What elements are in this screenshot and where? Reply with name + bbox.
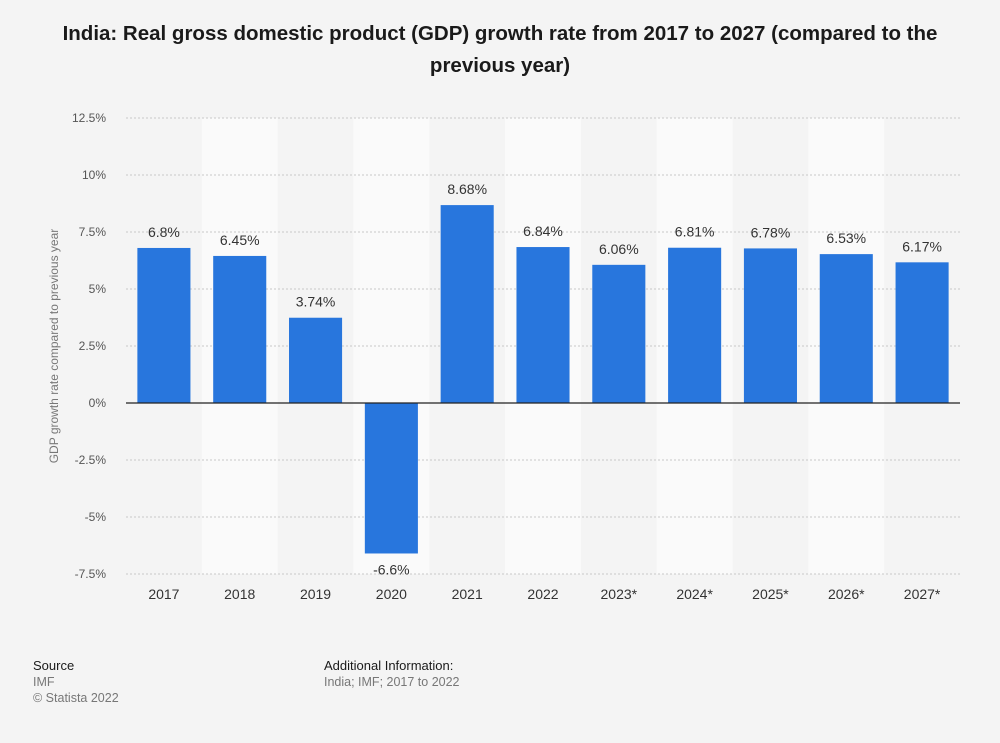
y-axis-title: GDP growth rate compared to previous yea…	[47, 229, 61, 464]
bar-2020	[365, 403, 418, 553]
source-block: Source IMF © Statista 2022	[33, 658, 119, 706]
bar-2027	[896, 262, 949, 403]
data-label: 8.68%	[447, 181, 487, 197]
data-label: 6.53%	[826, 230, 866, 246]
bar-2021	[441, 205, 494, 403]
x-tick-label: 2027*	[904, 586, 941, 602]
y-tick-label: -5%	[85, 510, 107, 524]
additional-info-text: India; IMF; 2017 to 2022	[324, 674, 460, 690]
data-label: 6.78%	[751, 224, 791, 240]
x-tick-label: 2025*	[752, 586, 789, 602]
bar-2019	[289, 318, 342, 403]
bar-2026	[820, 254, 873, 403]
x-tick-label: 2019	[300, 586, 331, 602]
y-tick-label: 10%	[82, 168, 106, 182]
y-tick-label: 2.5%	[79, 339, 107, 353]
bar-2022	[516, 247, 569, 403]
copyright-text: © Statista 2022	[33, 690, 119, 706]
data-label: 6.8%	[148, 224, 180, 240]
data-label: 6.45%	[220, 232, 260, 248]
bar-chart: 12.5% 10% 7.5% 5% 2.5% 0% -2.5% -5% -7.5% GDP gro…	[0, 0, 1000, 620]
bar-2023	[592, 265, 645, 403]
data-label: 6.81%	[675, 224, 715, 240]
x-tick-label: 2024*	[676, 586, 713, 602]
data-label: 6.84%	[523, 223, 563, 239]
y-tick-label: 0%	[89, 396, 107, 410]
y-tick-label: -2.5%	[75, 453, 107, 467]
additional-info-block: Additional Information: India; IMF; 2017…	[324, 658, 460, 690]
x-tick-label: 2021	[452, 586, 483, 602]
data-label: 6.17%	[902, 238, 942, 254]
data-label: 3.74%	[296, 294, 336, 310]
x-tick-label: 2017	[148, 586, 179, 602]
source-name: IMF	[33, 674, 119, 690]
x-tick-label: 2026*	[828, 586, 865, 602]
bar-2017	[137, 248, 190, 403]
bar-2024	[668, 248, 721, 403]
y-tick-label: 7.5%	[79, 225, 107, 239]
x-tick-label: 2020	[376, 586, 407, 602]
bar-2025	[744, 248, 797, 403]
y-tick-label: 12.5%	[72, 111, 106, 125]
data-label: -6.6%	[373, 561, 410, 577]
x-tick-label: 2018	[224, 586, 255, 602]
additional-info-heading: Additional Information:	[324, 658, 460, 674]
y-tick-label: 5%	[89, 282, 107, 296]
x-tick-label: 2022	[527, 586, 558, 602]
bar-2018	[213, 256, 266, 403]
x-tick-label: 2023*	[601, 586, 638, 602]
y-tick-label: -7.5%	[75, 567, 107, 581]
source-heading: Source	[33, 658, 119, 674]
data-label: 6.06%	[599, 241, 639, 257]
